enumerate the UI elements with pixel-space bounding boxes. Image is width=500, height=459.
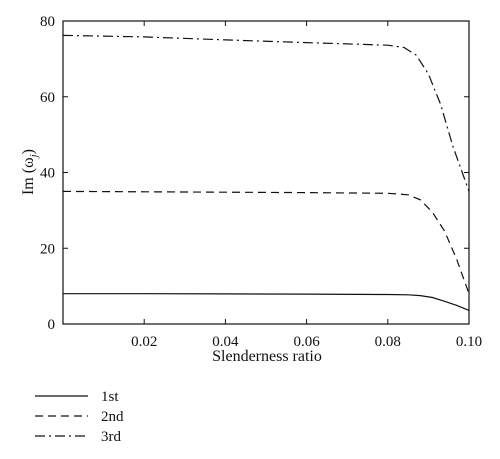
y-axis-title-subscript: j [28,154,40,159]
x-axis-title: Slenderness ratio [212,348,322,365]
tick-layer: 0.02 0.04 0.06 0.08 0.10 0 20 40 60 80 [40,14,482,350]
series-line-1 [63,293,470,311]
series-line-2 [62,190,470,294]
series-line-3 [62,34,470,192]
x-tick-label: 0.02 [131,334,157,350]
legend-label-3: 3rd [101,429,121,445]
y-tick-label: 40 [40,166,55,182]
legend-label-1: 1st [101,389,119,405]
y-tick-label: 80 [40,14,55,30]
y-tick-label: 20 [40,241,55,257]
y-axis-title-main: Im (ω [20,157,37,195]
x-tick-label: 0.04 [212,334,239,350]
y-tick-label: 60 [40,90,55,106]
x-tick-label: 0.10 [456,334,482,350]
plot-area [62,20,470,325]
plot-frame [62,20,470,325]
x-tick-label: 0.06 [293,334,320,350]
x-tick-label: 0.08 [375,334,401,350]
y-axis-title: Im (ωj) [20,149,40,195]
legend: 1st 2nd 3rd [35,389,124,445]
y-tick-label: 0 [48,317,56,333]
legend-label-2: 2nd [101,409,124,425]
series-layer [62,34,470,311]
y-axis-title-close: ) [20,149,37,154]
